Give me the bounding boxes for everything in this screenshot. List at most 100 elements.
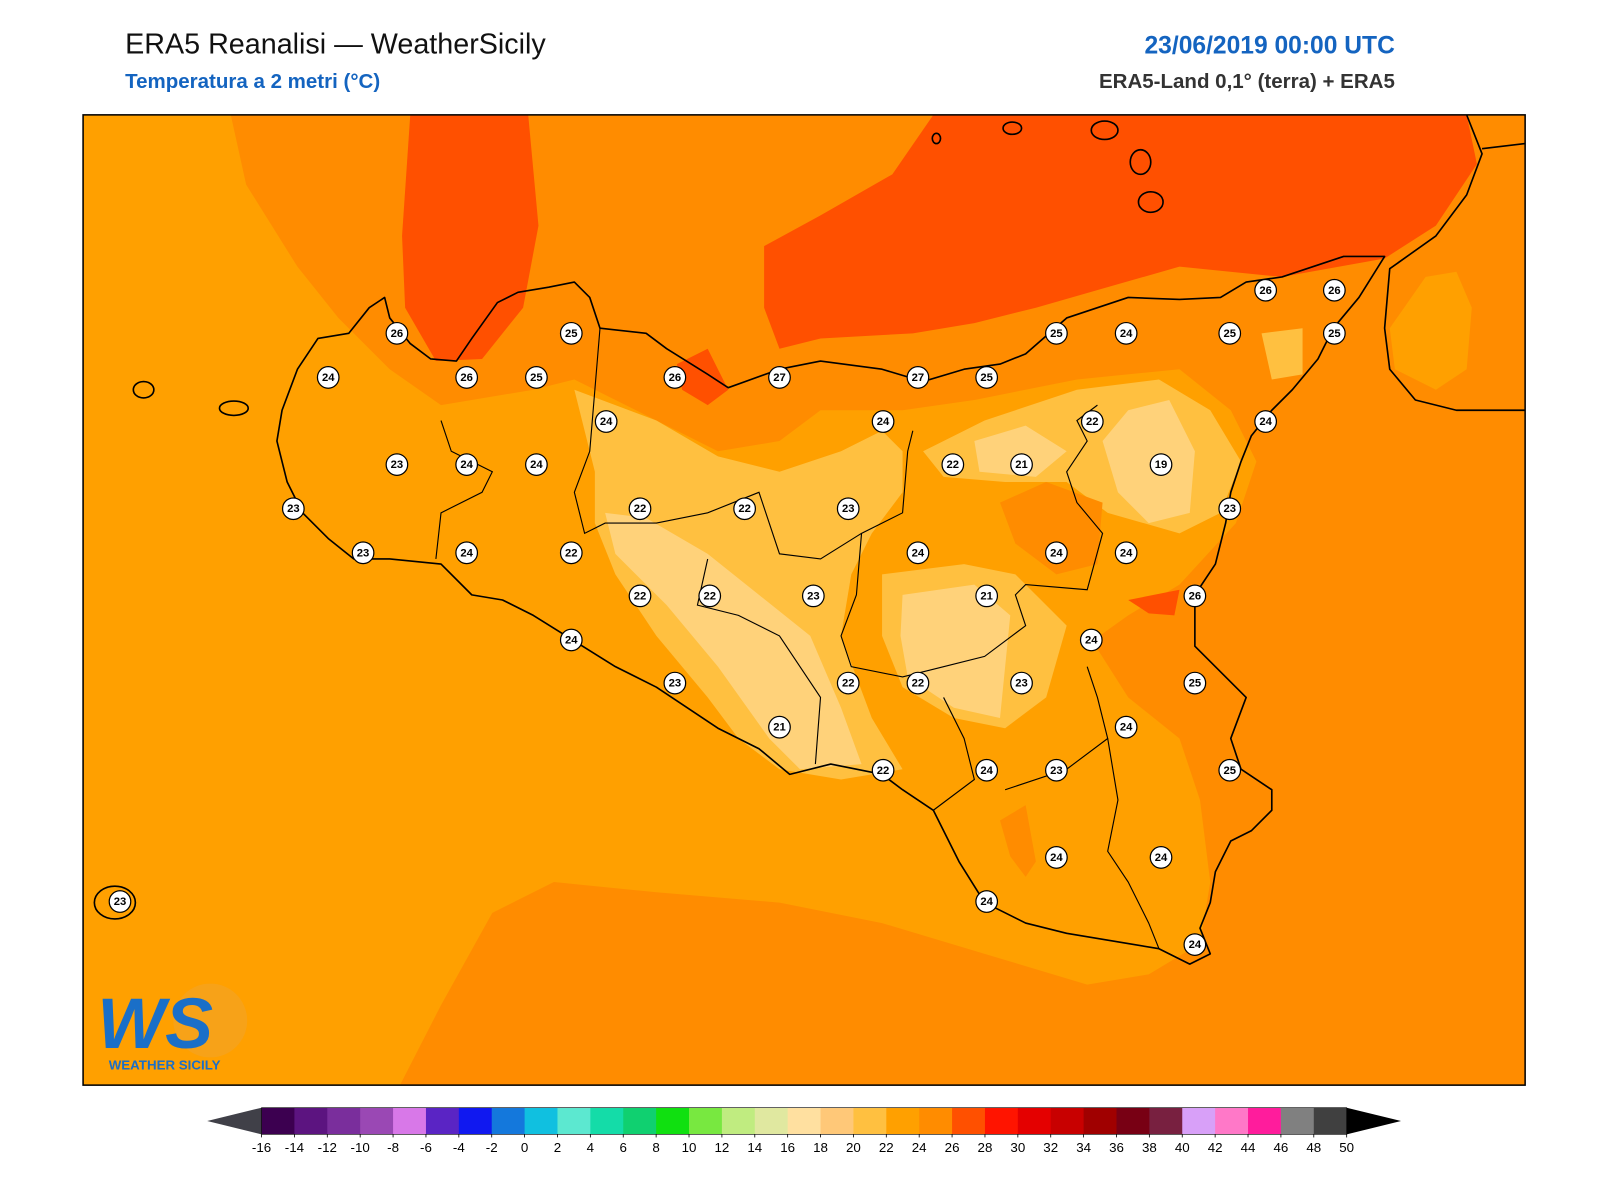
- station-value: 25: [1223, 765, 1236, 777]
- colorbar-tick-label: 48: [1306, 1140, 1321, 1155]
- station-marker: [698, 584, 722, 608]
- colorbar-segment: [1116, 1107, 1150, 1135]
- station-marker: [525, 366, 548, 389]
- station-value: 25: [1189, 678, 1202, 690]
- station-value: 24: [565, 635, 578, 647]
- station: 26: [1322, 278, 1346, 302]
- station-value: 25: [530, 372, 543, 384]
- station-value: 24: [1050, 547, 1063, 559]
- station: 22: [628, 497, 652, 521]
- colorbar-tick-label: -14: [285, 1140, 305, 1155]
- station: 21: [1010, 453, 1033, 476]
- island: [1090, 120, 1119, 141]
- coastline: [1383, 114, 1526, 412]
- colorbar-segment: [1050, 1107, 1085, 1135]
- station-value: 25: [1328, 328, 1341, 340]
- station: 26: [1183, 584, 1207, 608]
- map-title: ERA5 Reanalisi — WeatherSicily: [125, 28, 546, 60]
- station: 23: [385, 453, 409, 476]
- station: 22: [698, 584, 722, 608]
- station-marker: [455, 541, 479, 565]
- station: 23: [108, 890, 132, 913]
- colorbar-segment: [1280, 1107, 1315, 1135]
- colorbar-segment: [853, 1107, 887, 1135]
- station-value: 24: [1120, 328, 1133, 340]
- station-value: 21: [980, 590, 993, 602]
- station-value: 24: [460, 459, 473, 471]
- station: 24: [455, 541, 479, 565]
- station-marker: [385, 321, 409, 345]
- colorbar-segment: [886, 1107, 920, 1135]
- station-marker: [559, 541, 583, 565]
- station: 23: [801, 584, 825, 608]
- temp-band: [1389, 271, 1472, 390]
- colorbar-tick-label: 50: [1339, 1140, 1354, 1155]
- colorbar-tick-label: 46: [1273, 1140, 1288, 1155]
- colorbar-segment: [952, 1107, 986, 1135]
- logo: WS WEATHER SICILY: [97, 983, 248, 1073]
- station: 26: [455, 366, 479, 389]
- station-value: 27: [912, 372, 925, 384]
- station-marker: [1254, 278, 1278, 302]
- station-marker: [975, 890, 999, 913]
- station-marker: [1010, 453, 1033, 476]
- station-marker: [455, 366, 479, 389]
- station-layer: 26 25 24 26 25 26 27 27 25 25 24 25 25 26 26 24 24 22 24 23…: [108, 278, 1346, 956]
- field: [83, 114, 1526, 1086]
- station-value: 22: [947, 459, 960, 471]
- colorbar-tick-label: 8: [652, 1140, 659, 1155]
- province-border: [1107, 738, 1160, 949]
- station: 24: [1183, 933, 1207, 956]
- station: 24: [871, 410, 895, 433]
- station: 25: [1218, 758, 1242, 782]
- colorbar-tick-label: 22: [879, 1140, 894, 1155]
- station-value: 22: [912, 678, 925, 690]
- station: 22: [871, 758, 895, 782]
- coastline: [1481, 142, 1526, 150]
- station-marker: [628, 584, 652, 608]
- station: 21: [768, 715, 791, 739]
- colorbar-segment: [787, 1107, 822, 1135]
- station-value: 25: [1223, 328, 1236, 340]
- colorbar-tick-label: 44: [1241, 1140, 1256, 1155]
- station-marker: [559, 321, 583, 345]
- colorbar-segment: [557, 1107, 591, 1135]
- station: 24: [525, 453, 548, 476]
- colorbar-tick-label: 42: [1208, 1140, 1223, 1155]
- island: [931, 132, 942, 145]
- temp-band: [1128, 589, 1180, 616]
- station-value: 23: [391, 459, 404, 471]
- station-marker: [733, 497, 756, 521]
- station-value: 26: [669, 372, 682, 384]
- map-date: 23/06/2019 00:00 UTC: [1144, 32, 1395, 59]
- colorbar-segment: [754, 1107, 789, 1135]
- colorbar-segment: [393, 1107, 427, 1135]
- station: 25: [1045, 321, 1068, 345]
- station-value: 26: [391, 328, 404, 340]
- colorbar-extension: [1346, 1107, 1402, 1135]
- logo-caption: WEATHER SICILY: [109, 1058, 221, 1073]
- station-value: 22: [634, 590, 647, 602]
- province-border: [932, 697, 975, 811]
- station: 24: [1079, 628, 1103, 652]
- colorbar-segment: [1182, 1107, 1216, 1135]
- colorbar-segment: [1248, 1107, 1282, 1135]
- station: 24: [316, 366, 340, 389]
- station: 24: [975, 758, 999, 782]
- colorbar-tick-label: 18: [813, 1140, 828, 1155]
- colorbar-segment: [327, 1107, 361, 1135]
- station: 22: [628, 584, 652, 608]
- temp-band: [1000, 805, 1036, 877]
- temp-band: [1261, 328, 1303, 380]
- station: 23: [836, 497, 860, 521]
- station-value: 23: [114, 896, 127, 908]
- colorbar-segment: [656, 1107, 690, 1135]
- station-value: 24: [980, 896, 993, 908]
- temp-band: [764, 114, 1477, 349]
- colorbar-tick-label: 14: [747, 1140, 762, 1155]
- station-value: 24: [980, 765, 993, 777]
- station-marker: [1045, 758, 1068, 782]
- colorbar-segment: [1017, 1107, 1052, 1135]
- station-marker: [1045, 846, 1068, 869]
- station: 27: [768, 366, 791, 389]
